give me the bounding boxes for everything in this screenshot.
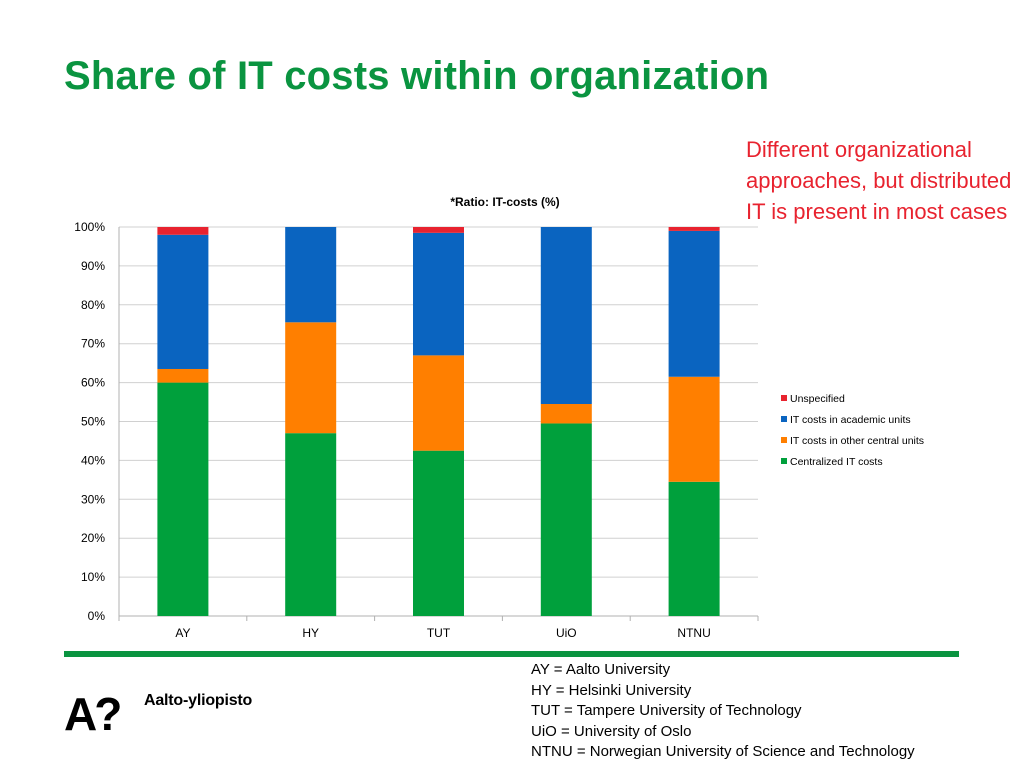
bar-segment <box>413 232 464 356</box>
bar-segment <box>668 376 720 482</box>
y-tick-label: 100% <box>74 220 105 234</box>
abbreviation-item: AY = Aalto University <box>531 661 671 678</box>
y-tick-label: 20% <box>81 531 105 545</box>
aalto-logo-mark-text: A? <box>64 688 120 734</box>
y-tick-label: 90% <box>81 259 105 273</box>
divider-rule <box>64 651 959 657</box>
y-tick-label: 80% <box>81 298 105 312</box>
bar-segment <box>668 230 720 377</box>
legend-label: IT costs in other central units <box>790 435 924 447</box>
legend-label: IT costs in academic units <box>790 414 911 426</box>
x-tick-label: AY <box>175 626 190 640</box>
legend-label: Unspecified <box>790 393 845 405</box>
bar-segment <box>540 227 592 404</box>
x-tick-label: UiO <box>556 626 577 640</box>
legend-label: Centralized IT costs <box>790 456 883 468</box>
bar-segment <box>668 227 720 231</box>
y-tick-label: 60% <box>81 376 105 390</box>
x-tick-label: HY <box>302 626 319 640</box>
y-tick-label: 70% <box>81 337 105 351</box>
bar-segment <box>157 368 209 383</box>
x-tick-label: TUT <box>427 626 451 640</box>
tick-labels: 0% 10% 20% 30% 40% 50% 60% 70% 80% 90% 100% AY HY TUT… <box>74 220 710 640</box>
bar-segment <box>157 382 209 616</box>
aalto-logo: A? Aalto-yliopisto <box>64 688 284 734</box>
legend-swatch <box>781 416 787 422</box>
aalto-logo-mark: A? <box>64 688 123 734</box>
bar-segment <box>285 322 337 434</box>
legend: Unspecified IT costs in academic units IT … <box>781 393 924 468</box>
y-tick-label: 40% <box>81 453 105 467</box>
bar-segment <box>285 433 337 616</box>
bar-segment <box>668 481 720 616</box>
y-tick-label: 30% <box>81 492 105 506</box>
chart-title: *Ratio: IT-costs (%) <box>450 195 559 209</box>
bars <box>157 227 720 616</box>
bar-segment <box>413 450 464 616</box>
x-tick-label: NTNU <box>677 626 710 640</box>
bar-segment <box>413 355 464 451</box>
abbreviation-list: AY = Aalto University HY = Helsinki Univ… <box>531 660 915 763</box>
bar-segment <box>285 227 337 323</box>
abbreviation-item: NTNU = Norwegian University of Science a… <box>531 743 915 761</box>
legend-swatch <box>781 395 787 401</box>
y-tick-label: 0% <box>88 609 106 623</box>
slide-title: Share of IT costs within organization <box>64 54 770 98</box>
abbreviation-item: TUT = Tampere University of Technology <box>531 702 802 720</box>
aalto-logo-name: Aalto-yliopisto <box>144 692 253 709</box>
bar-segment <box>157 234 209 369</box>
abbreviation-item: HY = Helsinki University <box>531 681 692 699</box>
stacked-bar-chart: *Ratio: IT-costs (%) 0% 10% 20% 30% 40% 50% 60… <box>74 195 924 640</box>
bar-segment <box>157 227 209 235</box>
bar-segment <box>540 423 592 616</box>
bar-segment <box>540 403 592 424</box>
y-tick-label: 50% <box>81 415 105 429</box>
abbreviation-item: UiO = University of Oslo <box>531 722 692 740</box>
bar-segment <box>413 227 464 233</box>
legend-swatch <box>781 458 787 464</box>
legend-swatch <box>781 437 787 443</box>
y-tick-label: 10% <box>81 570 105 584</box>
side-note: Different organizational approaches, but… <box>746 137 1012 224</box>
